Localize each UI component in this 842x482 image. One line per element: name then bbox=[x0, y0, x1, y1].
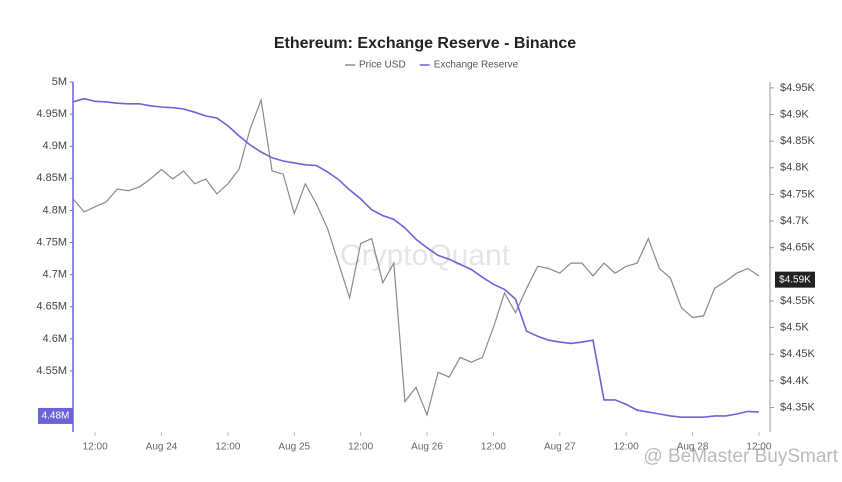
x-tick-label: Aug 26 bbox=[411, 442, 443, 453]
plot bbox=[72, 97, 760, 418]
y-tick-label: 4.9M bbox=[43, 140, 67, 152]
legend-label: Exchange Reserve bbox=[434, 60, 519, 71]
y2-tick-label: $4.9K bbox=[780, 108, 809, 120]
y2-tick-label: $4.8K bbox=[780, 162, 809, 174]
y2-tick-label: $4.65K bbox=[780, 242, 816, 254]
credit: @ BeMaster BuySmart bbox=[643, 446, 838, 467]
x-tick-label: Aug 28 bbox=[677, 442, 709, 453]
y2-tick-label: $4.95K bbox=[780, 82, 816, 94]
y-tick-label: 4.85M bbox=[36, 172, 67, 184]
x-tick-label: Aug 25 bbox=[278, 442, 310, 453]
x-tick-label: 12:00 bbox=[614, 442, 639, 453]
x-tick-label: 12:00 bbox=[746, 442, 771, 453]
series-line bbox=[72, 97, 759, 418]
legend-label: Price USD bbox=[359, 60, 406, 71]
value-badge-label: 4.48M bbox=[42, 411, 70, 422]
x-tick-label: 12:00 bbox=[348, 442, 373, 453]
value-badge bbox=[775, 271, 815, 288]
y-tick-label: 4.55M bbox=[36, 365, 67, 377]
y-tick-label: 4.75M bbox=[36, 236, 67, 248]
y-tick-label: 4.8M bbox=[43, 204, 67, 216]
y2-tick-label: $4.85K bbox=[780, 135, 816, 147]
y-tick-label: 4.6M bbox=[43, 333, 67, 345]
y-tick-label: 4.95M bbox=[36, 108, 67, 120]
y2-tick-label: $4.7K bbox=[780, 215, 809, 227]
y-tick-label: 4.7M bbox=[43, 269, 67, 281]
watermark: CryptoQuant bbox=[340, 239, 511, 272]
y2-tick-label: $4.4K bbox=[780, 375, 809, 387]
y-tick-label: 4.65M bbox=[36, 301, 67, 313]
y2-tick-label: $4.55K bbox=[780, 295, 816, 307]
value-badge bbox=[38, 407, 73, 424]
y-tick-label: 5M bbox=[52, 76, 67, 88]
series-line bbox=[72, 97, 760, 417]
chart-title: Ethereum: Exchange Reserve - Binance bbox=[274, 35, 576, 52]
x-tick-label: 12:00 bbox=[83, 442, 108, 453]
y2-tick-label: $4.5K bbox=[780, 321, 809, 333]
y2-tick-label: $4.35K bbox=[780, 401, 816, 413]
value-badge-label: $4.59K bbox=[779, 274, 811, 285]
x-tick-label: Aug 24 bbox=[146, 442, 178, 453]
x-tick-label: Aug 27 bbox=[544, 442, 576, 453]
y2-tick-label: $4.75K bbox=[780, 188, 816, 200]
x-tick-label: 12:00 bbox=[215, 442, 240, 453]
x-tick-label: 12:00 bbox=[481, 442, 506, 453]
y2-tick-label: $4.45K bbox=[780, 348, 816, 360]
